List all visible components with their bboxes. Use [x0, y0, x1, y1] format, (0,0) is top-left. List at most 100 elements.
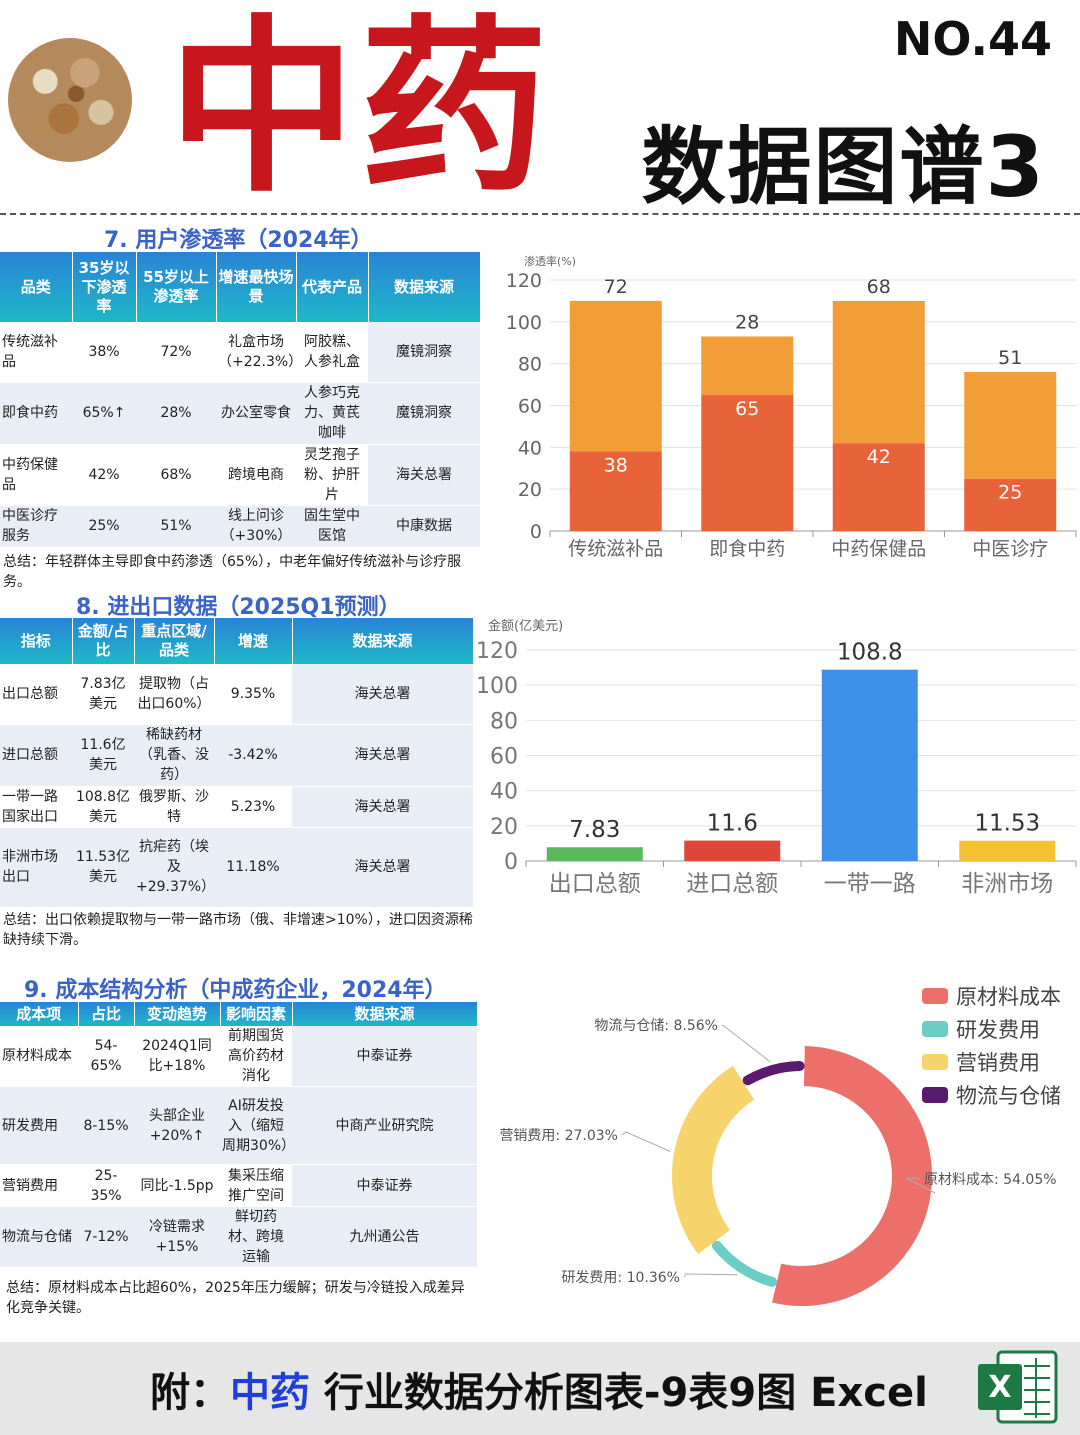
table-row: 即食中药 65%↑ 28% 办公室零食 人参巧克力、黄芪咖啡 魔镜洞察: [0, 382, 480, 445]
table-cell: 固生堂中医馆: [296, 505, 368, 548]
table-row: 原材料成本 54-65% 2024Q1同比+18% 前期囤货高价药材消化 中泰证券: [0, 1026, 477, 1087]
dashed-divider: [0, 213, 1080, 215]
table-cell: 11.18%: [214, 827, 292, 908]
import-export-bar-chart: 金额(亿美元) 0 20 40 60 80 100 120 7.83 出口总额 11.6 进口总额 10…: [478, 618, 1077, 897]
table-row: 一带一路国家出口 108.8亿美元 俄罗斯、沙特 5.23% 海关总署: [0, 786, 473, 828]
cost-structure-donut-chart: 原材料成本: 54.05% 研发费用: 10.36% 营销费用: 27.03% 物流与…: [499, 985, 1061, 1306]
table-cell: 物流与仓储: [0, 1206, 78, 1268]
y-tick-label: 20: [490, 815, 518, 840]
section8-title: 8. 进出口数据（2025Q1预测）: [76, 595, 401, 620]
column-header: 成本项: [0, 1002, 79, 1026]
table-cell: 38%: [72, 322, 136, 383]
data-label: 108.8: [837, 640, 903, 666]
table-cell: 一带一路国家出口: [0, 786, 72, 828]
bar-segment: [701, 336, 794, 396]
table-cell: 中泰证券: [292, 1026, 477, 1087]
donut-slice: [772, 1046, 932, 1306]
column-header: 数据来源: [368, 252, 481, 322]
table-row: 中药保健品 42% 68% 跨境电商 灵芝孢子粉、护肝片 海关总署: [0, 444, 480, 506]
y-tick-label: 0: [504, 850, 518, 875]
table-cell: 阿胶糕、人参礼盒: [296, 322, 368, 383]
table-cell: 51%: [136, 505, 216, 548]
legend-label: 原材料成本: [956, 985, 1061, 1009]
donut-slice: [742, 1061, 805, 1086]
bar-segment: [964, 372, 1057, 479]
slice-label: 研发费用: 10.36%: [561, 1270, 680, 1286]
x-tick-label: 进口总额: [686, 871, 778, 897]
label-leader-line: [621, 1131, 671, 1152]
data-label: 11.53: [974, 811, 1040, 837]
table-cell: 25%: [72, 505, 136, 548]
table-cell: 鲜切药材、跨境运输: [220, 1206, 292, 1268]
y-tick-label: 80: [518, 354, 542, 376]
table-cell: 进口总额: [0, 724, 72, 787]
section7-summary: 总结：年轻群体主导即食中药渗透（65%），中老年偏好传统滋补与诊疗服务。: [3, 554, 462, 590]
table-cell: 海关总署: [292, 786, 473, 828]
table-cell: 海关总署: [292, 664, 473, 725]
data-label: 51: [998, 347, 1022, 369]
table-cell: 68%: [136, 444, 216, 506]
y-tick-label: 100: [506, 312, 542, 334]
legend-swatch: [922, 1054, 948, 1070]
data-label: 72: [604, 276, 628, 298]
y-tick-label: 20: [518, 479, 542, 501]
column-header: 金额/占比: [72, 618, 135, 664]
column-header: 影响因素: [220, 1002, 293, 1026]
column-header: 35岁以下渗透率: [72, 252, 137, 322]
y-tick-label: 100: [478, 674, 518, 699]
donut-slice: [672, 1065, 755, 1255]
penetration-table: 品类 35岁以下渗透率 55岁以上渗透率 增速最快场景 代表产品 数据来源 传统滋补品 38…: [0, 252, 481, 548]
table-cell: -3.42%: [214, 724, 292, 787]
footer-banner: 附：中药 行业数据分析图表-9表9图 Excel: [0, 1342, 1080, 1435]
donut-slice: [711, 1240, 777, 1287]
column-header: 增速最快场景: [216, 252, 297, 322]
label-leader-line: [905, 1177, 936, 1194]
data-label: 42: [867, 446, 891, 468]
section7-title: 7. 用户渗透率（2024年）: [104, 228, 373, 253]
bar: [959, 840, 1056, 861]
x-tick-label: 非洲市场: [961, 871, 1053, 897]
y-tick-label: 60: [518, 396, 542, 418]
table-cell: 8-15%: [78, 1086, 134, 1165]
header: 中药 NO.44 数据图谱3: [0, 0, 1080, 218]
table-cell: 俄罗斯、沙特: [134, 786, 214, 828]
column-header: 品类: [0, 252, 73, 322]
table-cell: 海关总署: [292, 827, 473, 908]
footer-rest: 行业数据分析图表-9表9图 Excel: [310, 1370, 928, 1416]
x-tick-label: 中药保健品: [831, 538, 926, 560]
table-cell: 海关总署: [292, 724, 473, 787]
y-axis-label: 金额(亿美元): [488, 618, 563, 634]
data-label: 7.83: [569, 817, 620, 843]
section9-summary: 总结：原材料成本占比超60%，2025年压力缓解；研发与冷链投入成差异化竞争关键…: [6, 1280, 465, 1316]
cost-structure-table: 成本项 占比 变动趋势 影响因素 数据来源 原材料成本 54-65% 2024Q1同比+18…: [0, 1002, 478, 1268]
label-leader-line: [683, 1273, 738, 1278]
penetration-stacked-bar-chart: 渗透率(%) 0 20 40 60 80 100 120 38 72 传统滋补品 65 28 即食中药 42…: [506, 254, 1077, 560]
footer-prefix: 附：: [150, 1370, 230, 1416]
table-cell: 前期囤货高价药材消化: [220, 1026, 292, 1087]
table-cell: 中医诊疗服务: [0, 505, 72, 548]
label-leader-line: [721, 1024, 771, 1063]
table-row: 传统滋补品 38% 72% 礼盒市场（+22.3%） 阿胶糕、人参礼盒 魔镜洞察: [0, 322, 480, 383]
table-cell: 出口总额: [0, 664, 72, 725]
main-title: 中药: [168, 0, 552, 218]
bar-segment: [569, 300, 662, 452]
bar: [546, 847, 643, 861]
table-cell: 中康数据: [368, 505, 480, 548]
legend-swatch: [922, 1087, 948, 1103]
table-cell: 11.6亿美元: [72, 724, 134, 787]
table-cell: 营销费用: [0, 1164, 78, 1207]
y-tick-label: 40: [518, 437, 542, 459]
bar: [821, 669, 918, 861]
import-export-table: 指标 金额/占比 重点区域/品类 增速 数据来源 出口总额 7.83亿美元 提取物（占出口6…: [0, 618, 474, 908]
y-tick-label: 120: [506, 270, 542, 292]
table-cell: 线上问诊（+30%）: [216, 505, 296, 548]
table-row: 进口总额 11.6亿美元 稀缺药材（乳香、没药） -3.42% 海关总署: [0, 724, 473, 787]
column-header: 指标: [0, 618, 73, 664]
y-tick-label: 80: [490, 709, 518, 734]
table-cell: 42%: [72, 444, 136, 506]
table-cell: 集采压缩推广空间: [220, 1164, 292, 1207]
x-tick-label: 传统滋补品: [568, 538, 663, 560]
y-tick-label: 40: [490, 780, 518, 805]
excel-letter: X: [988, 1370, 1011, 1405]
bar-segment: [964, 478, 1057, 531]
